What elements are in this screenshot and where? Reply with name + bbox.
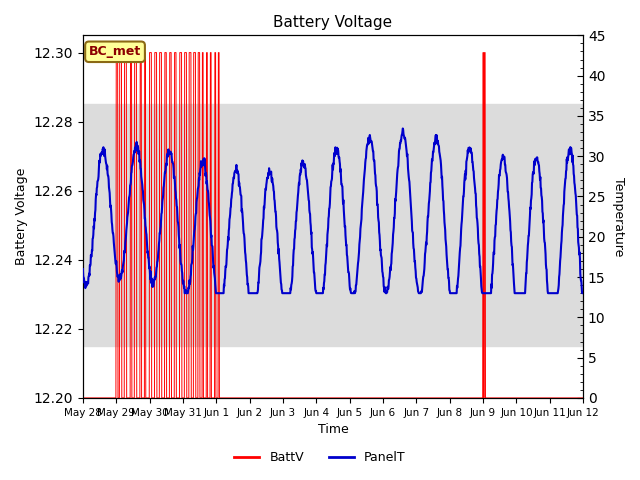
Text: BC_met: BC_met <box>89 45 141 58</box>
Bar <box>83 104 583 346</box>
Legend: BattV, PanelT: BattV, PanelT <box>229 446 411 469</box>
X-axis label: Time: Time <box>317 423 348 436</box>
Y-axis label: Battery Voltage: Battery Voltage <box>15 168 28 265</box>
Title: Battery Voltage: Battery Voltage <box>273 15 392 30</box>
Y-axis label: Temperature: Temperature <box>612 177 625 256</box>
